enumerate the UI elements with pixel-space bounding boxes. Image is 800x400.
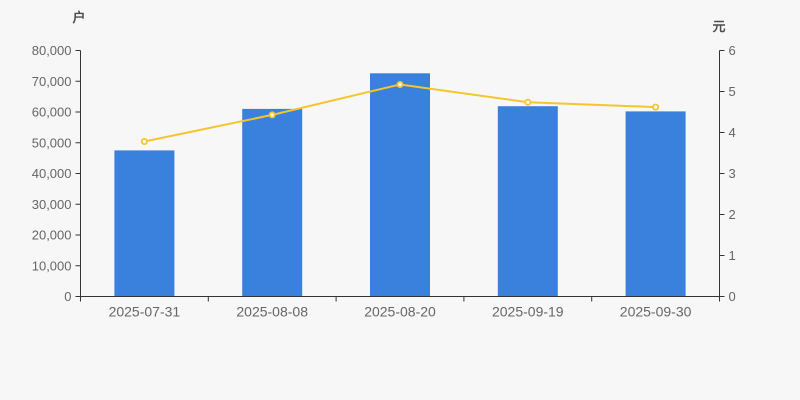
left-axis-tick-label: 60,000 xyxy=(32,105,72,120)
right-axis-tick-label: 3 xyxy=(729,166,736,181)
left-axis-tick-label: 20,000 xyxy=(32,228,72,243)
bar[interactable] xyxy=(625,111,686,297)
x-axis-category-label: 2025-08-20 xyxy=(364,304,436,320)
line-point[interactable] xyxy=(524,98,532,106)
left-axis-title: 户 xyxy=(72,10,85,25)
left-axis-tick-label: 70,000 xyxy=(32,74,72,89)
line-point[interactable] xyxy=(268,111,276,119)
left-axis-tick-label: 10,000 xyxy=(32,258,72,273)
line-point[interactable] xyxy=(396,81,404,89)
bar[interactable] xyxy=(370,73,430,297)
left-axis-tick-label: 0 xyxy=(64,289,71,304)
right-axis-tick-label: 4 xyxy=(729,125,736,140)
x-axis-category-label: 2025-07-31 xyxy=(109,304,181,320)
x-axis-category-label: 2025-09-19 xyxy=(492,304,564,320)
line-layer xyxy=(140,81,660,145)
bars-layer xyxy=(114,73,686,297)
right-axis-tick-label: 5 xyxy=(729,84,736,99)
right-axis-tick-label: 6 xyxy=(729,43,736,58)
bar[interactable] xyxy=(497,106,558,297)
left-axis-tick-label: 30,000 xyxy=(32,197,72,212)
left-axis-tick-label: 50,000 xyxy=(32,135,72,150)
right-axis-tick-label: 2 xyxy=(729,207,736,222)
bar[interactable] xyxy=(242,108,303,297)
right-axis-title: 元 xyxy=(712,19,725,34)
x-axis-category-label: 2025-08-08 xyxy=(236,304,308,320)
bar[interactable] xyxy=(114,150,175,297)
line-point[interactable] xyxy=(140,137,148,145)
left-axis-tick-label: 80,000 xyxy=(32,43,72,58)
right-axis-tick-label: 0 xyxy=(729,289,736,304)
x-axis-category-label: 2025-09-30 xyxy=(620,304,692,320)
left-axis-tick-label: 40,000 xyxy=(32,166,72,181)
axes-layer: 0 10,000 20,000 30,000 40,000 50,000 60,000 70,… xyxy=(32,43,736,320)
line-point[interactable] xyxy=(652,103,660,111)
right-axis-tick-label: 1 xyxy=(729,248,736,263)
